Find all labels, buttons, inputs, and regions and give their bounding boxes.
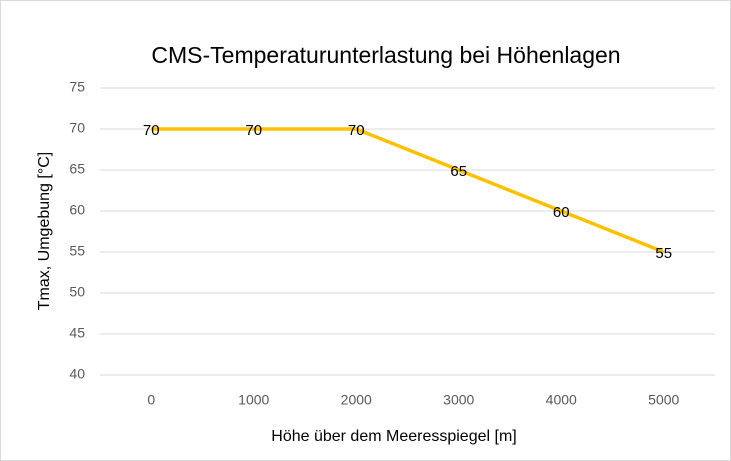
x-tick-label: 5000 bbox=[648, 392, 679, 408]
x-tick-label: 1000 bbox=[238, 392, 269, 408]
x-tick-label: 2000 bbox=[341, 392, 372, 408]
y-tick-label: 40 bbox=[69, 366, 85, 382]
data-label: 70 bbox=[143, 122, 160, 139]
y-tick-label: 75 bbox=[69, 79, 85, 95]
x-axis-title: Höhe über dem Meeresspiegel [m] bbox=[271, 428, 516, 445]
y-tick-label: 70 bbox=[69, 120, 85, 136]
data-label: 65 bbox=[450, 163, 467, 180]
y-tick-label: 60 bbox=[69, 202, 85, 218]
x-tick-label: 3000 bbox=[443, 392, 474, 408]
x-tick-label: 0 bbox=[147, 392, 155, 408]
data-label: 60 bbox=[553, 204, 570, 221]
chart-title: CMS-Temperaturunterlastung bei Höhenlage… bbox=[151, 42, 620, 68]
y-tick-label: 55 bbox=[69, 243, 85, 259]
y-axis-title: Tmax, Umgebung [°C] bbox=[36, 152, 53, 310]
data-label: 55 bbox=[655, 245, 672, 262]
y-tick-label: 50 bbox=[69, 284, 85, 300]
data-label: 70 bbox=[348, 122, 365, 139]
y-tick-label: 45 bbox=[69, 325, 85, 341]
y-tick-label: 65 bbox=[69, 161, 85, 177]
data-label: 70 bbox=[245, 122, 262, 139]
x-tick-label: 4000 bbox=[546, 392, 577, 408]
line bbox=[151, 127, 665, 254]
